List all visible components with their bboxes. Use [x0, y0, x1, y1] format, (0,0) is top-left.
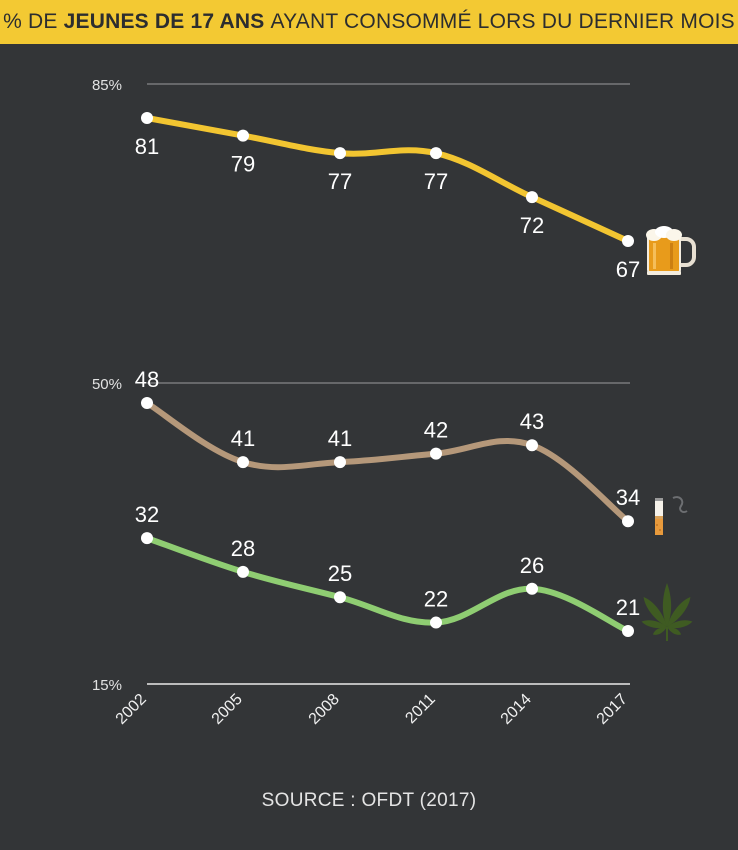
- alcohol-point: [237, 129, 249, 142]
- cannabis-value-label: 28: [231, 536, 255, 561]
- alcohol-value-label: 77: [328, 169, 352, 194]
- data-labels: 81 79 77 77 72 67 48 41 41 42 43 34 32 28 25 22 26 21: [135, 134, 640, 620]
- tobacco-point: [141, 397, 153, 409]
- tobacco-line: [144, 400, 631, 525]
- y-tick-label: 85%: [92, 77, 122, 94]
- gridlines: [147, 83, 630, 685]
- tobacco-value-label: 43: [520, 409, 544, 434]
- alcohol-point: [334, 147, 346, 160]
- cannabis-point: [237, 565, 249, 578]
- tobacco-point: [430, 447, 442, 460]
- data-points: [141, 112, 634, 637]
- cannabis-value-label: 21: [616, 595, 640, 620]
- x-tick-label: 2005: [209, 691, 246, 728]
- alcohol-value-label: 79: [231, 152, 255, 177]
- tobacco-point: [526, 439, 538, 452]
- alcohol-value-label: 81: [135, 134, 159, 159]
- alcohol-point: [141, 112, 153, 124]
- tobacco-point: [237, 456, 249, 469]
- cannabis-leaf-icon: [641, 583, 693, 641]
- tobacco-value-label: 41: [231, 426, 255, 451]
- x-axis-ticks: 2002 2005 2008 2011 2014 2017: [113, 691, 631, 728]
- x-tick-label: 2014: [498, 691, 535, 728]
- x-tick-label: 2008: [306, 691, 343, 728]
- source-note: SOURCE : OFDT (2017): [261, 790, 477, 811]
- title-suffix: AYANT CONSOMMÉ LORS DU DERNIER MOIS: [270, 10, 735, 33]
- cannabis-line: [144, 535, 631, 634]
- chart-title: % DE JEUNES DE 17 ANS AYANT CONSOMMÉ LOR…: [0, 0, 738, 44]
- title-emphasis: JEUNES DE 17 ANS: [63, 10, 265, 33]
- alcohol-line: [144, 115, 631, 244]
- alcohol-value-label: 72: [520, 213, 544, 238]
- cannabis-value-label: 22: [424, 587, 448, 612]
- tobacco-value-label: 48: [135, 367, 159, 392]
- alcohol-point: [430, 147, 442, 160]
- x-tick-label: 2017: [594, 691, 631, 728]
- alcohol-point: [526, 191, 538, 204]
- y-tick-label: 15%: [92, 677, 122, 694]
- cannabis-value-label: 25: [328, 561, 352, 586]
- alcohol-value-label: 77: [424, 169, 448, 194]
- beer-icon: [646, 226, 696, 275]
- x-tick-label: 2011: [402, 691, 438, 727]
- tobacco-point: [334, 456, 346, 469]
- cannabis-value-label: 32: [135, 502, 159, 527]
- cannabis-point: [334, 591, 346, 604]
- cannabis-point: [622, 625, 634, 637]
- x-tick-label: 2002: [113, 691, 150, 728]
- cigarette-icon: [655, 496, 688, 535]
- cannabis-value-label: 26: [520, 553, 544, 578]
- tobacco-value-label: 41: [328, 426, 352, 451]
- title-prefix: % DE: [3, 10, 58, 33]
- cannabis-point: [526, 582, 538, 595]
- y-axis-ticks: 85% 50% 15%: [92, 77, 122, 694]
- line-chart: 85% 50% 15% 2002 2005 2008 2011 2014 2017 81 79 7…: [92, 77, 696, 728]
- alcohol-point: [622, 235, 634, 247]
- tobacco-value-label: 42: [424, 418, 448, 443]
- alcohol-value-label: 67: [616, 257, 640, 282]
- cannabis-point: [430, 616, 442, 629]
- y-tick-label: 50%: [92, 376, 122, 393]
- tobacco-value-label: 34: [616, 485, 640, 510]
- cannabis-point: [141, 532, 153, 545]
- series-lines: [144, 115, 631, 634]
- tobacco-point: [622, 515, 634, 528]
